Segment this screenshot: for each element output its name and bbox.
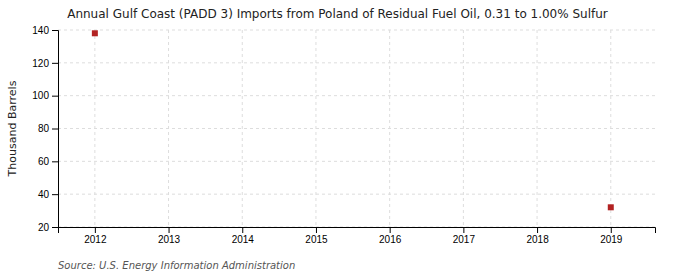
- tick: 60: [38, 156, 58, 167]
- tick-label: 2016: [379, 234, 402, 245]
- tick: 140: [32, 25, 58, 36]
- tick-mark: [52, 63, 58, 64]
- tick-label: 120: [32, 58, 49, 69]
- tick-label: 140: [32, 25, 49, 36]
- tick-mark: [52, 96, 58, 97]
- grid-line: [58, 95, 655, 96]
- y-axis-label: Thousand Barrels: [6, 80, 19, 177]
- plot: 2012 2013 2014 2015 2016 2017 2018 2019 20 40 60 80…: [32, 25, 655, 245]
- y-axis: 20 40 60 80 100 120 140: [32, 25, 58, 233]
- tick: 2017: [453, 227, 476, 245]
- tick-mark: [537, 227, 538, 233]
- grid-line: [58, 62, 655, 63]
- tick-label: 80: [38, 123, 50, 134]
- tick-label: 2014: [232, 234, 255, 245]
- tick-mark: [463, 227, 464, 233]
- tick-mark: [169, 227, 170, 233]
- tick-label: 100: [32, 90, 49, 101]
- grid-line: [537, 30, 538, 227]
- tick-mark: [52, 161, 58, 162]
- tick: 80: [38, 123, 58, 134]
- tick-label: 2012: [84, 234, 107, 245]
- tick-label: 2015: [305, 234, 328, 245]
- tick-label: 2019: [600, 234, 623, 245]
- tick-label: 2013: [158, 234, 181, 245]
- points: [92, 30, 614, 210]
- tick: 20: [38, 222, 58, 233]
- grid-line: [58, 194, 655, 195]
- tick: 2013: [158, 227, 181, 245]
- grid-line: [58, 30, 655, 31]
- source: Source: U.S. Energy Information Administ…: [58, 260, 295, 271]
- tick-label: 2018: [526, 234, 549, 245]
- point: [92, 30, 98, 36]
- axis-line: [59, 228, 656, 234]
- tick: 120: [32, 58, 58, 69]
- tick-mark: [95, 227, 96, 233]
- tick: 2019: [600, 227, 623, 245]
- grid: [58, 30, 655, 227]
- grid-line: [242, 30, 243, 227]
- grid-line: [58, 161, 655, 162]
- grid-line: [463, 30, 464, 227]
- axis-line: [52, 31, 59, 228]
- tick-label: 2017: [453, 234, 476, 245]
- tick-mark: [52, 194, 58, 195]
- tick-label: 60: [38, 156, 50, 167]
- tick-label: 40: [38, 189, 50, 200]
- tick-mark: [242, 227, 243, 233]
- tick-label: 20: [38, 222, 50, 233]
- tick: 2018: [526, 227, 549, 245]
- title: Annual Gulf Coast (PADD 3) Imports from …: [67, 7, 608, 21]
- point: [608, 204, 614, 210]
- tick-mark: [52, 227, 58, 228]
- chart: 2012 2013 2014 2015 2016 2017 2018 2019 20 40 60 80…: [0, 0, 675, 275]
- tick: 2012: [84, 227, 107, 245]
- tick-mark: [611, 227, 612, 233]
- grid-line: [58, 128, 655, 129]
- tick-mark: [52, 30, 58, 31]
- tick: 2014: [232, 227, 255, 245]
- tick-mark: [52, 129, 58, 130]
- x-axis: 2012 2013 2014 2015 2016 2017 2018 2019: [59, 227, 656, 245]
- tick: 2015: [305, 227, 328, 245]
- tick-mark: [390, 227, 391, 233]
- tick: 100: [32, 90, 58, 101]
- tick-mark: [316, 227, 317, 233]
- tick: 40: [38, 189, 58, 200]
- tick: 2016: [379, 227, 402, 245]
